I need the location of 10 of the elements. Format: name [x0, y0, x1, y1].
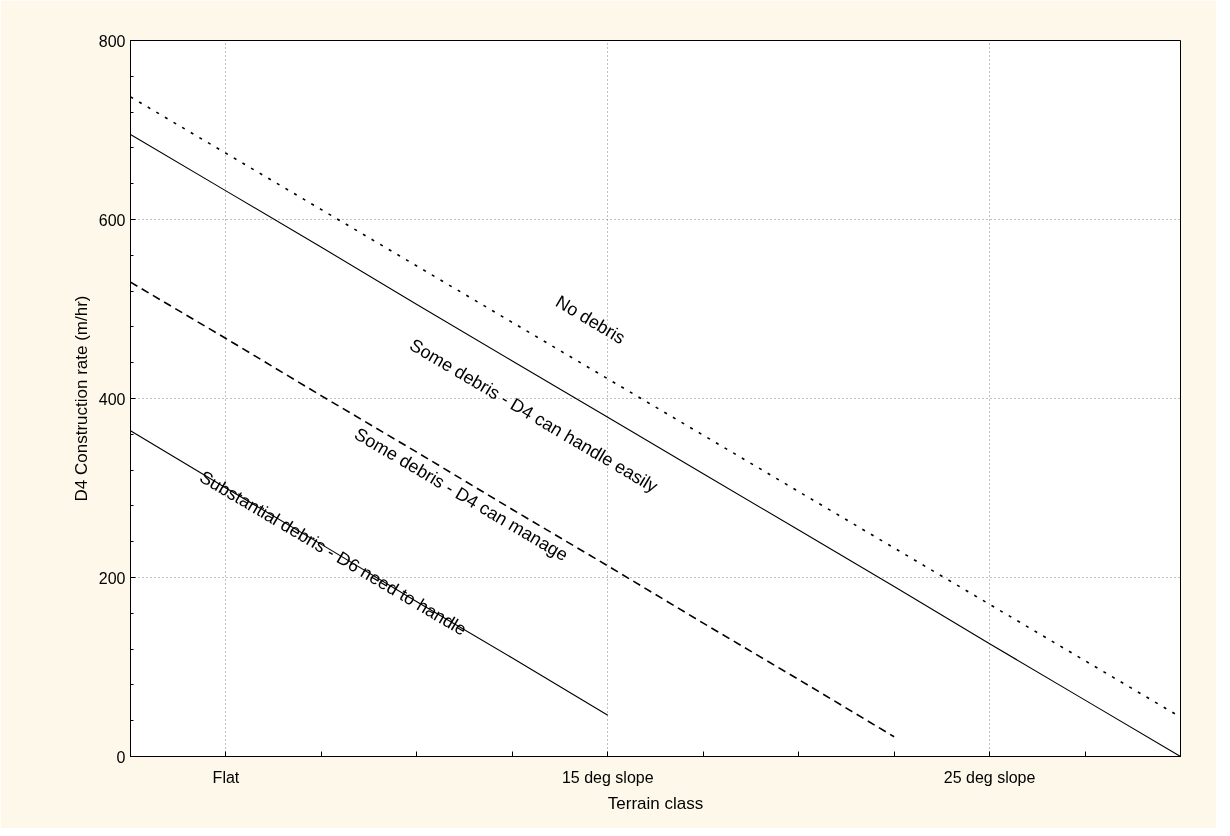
x-tick-label: 25 deg slope [943, 768, 1036, 786]
y-axis-title: D4 Construction rate (m/hr) [71, 295, 91, 502]
y-tick-label: 0 [116, 748, 126, 766]
x-axis-title: Terrain class [607, 793, 704, 813]
y-tick-label: 800 [98, 32, 126, 50]
y-tick-label: 400 [98, 390, 126, 408]
x-tick-label: Flat [212, 768, 240, 786]
y-tick-label: 200 [98, 569, 126, 587]
y-tick-label: 600 [98, 211, 126, 229]
x-tick-label: 15 deg slope [561, 768, 654, 786]
